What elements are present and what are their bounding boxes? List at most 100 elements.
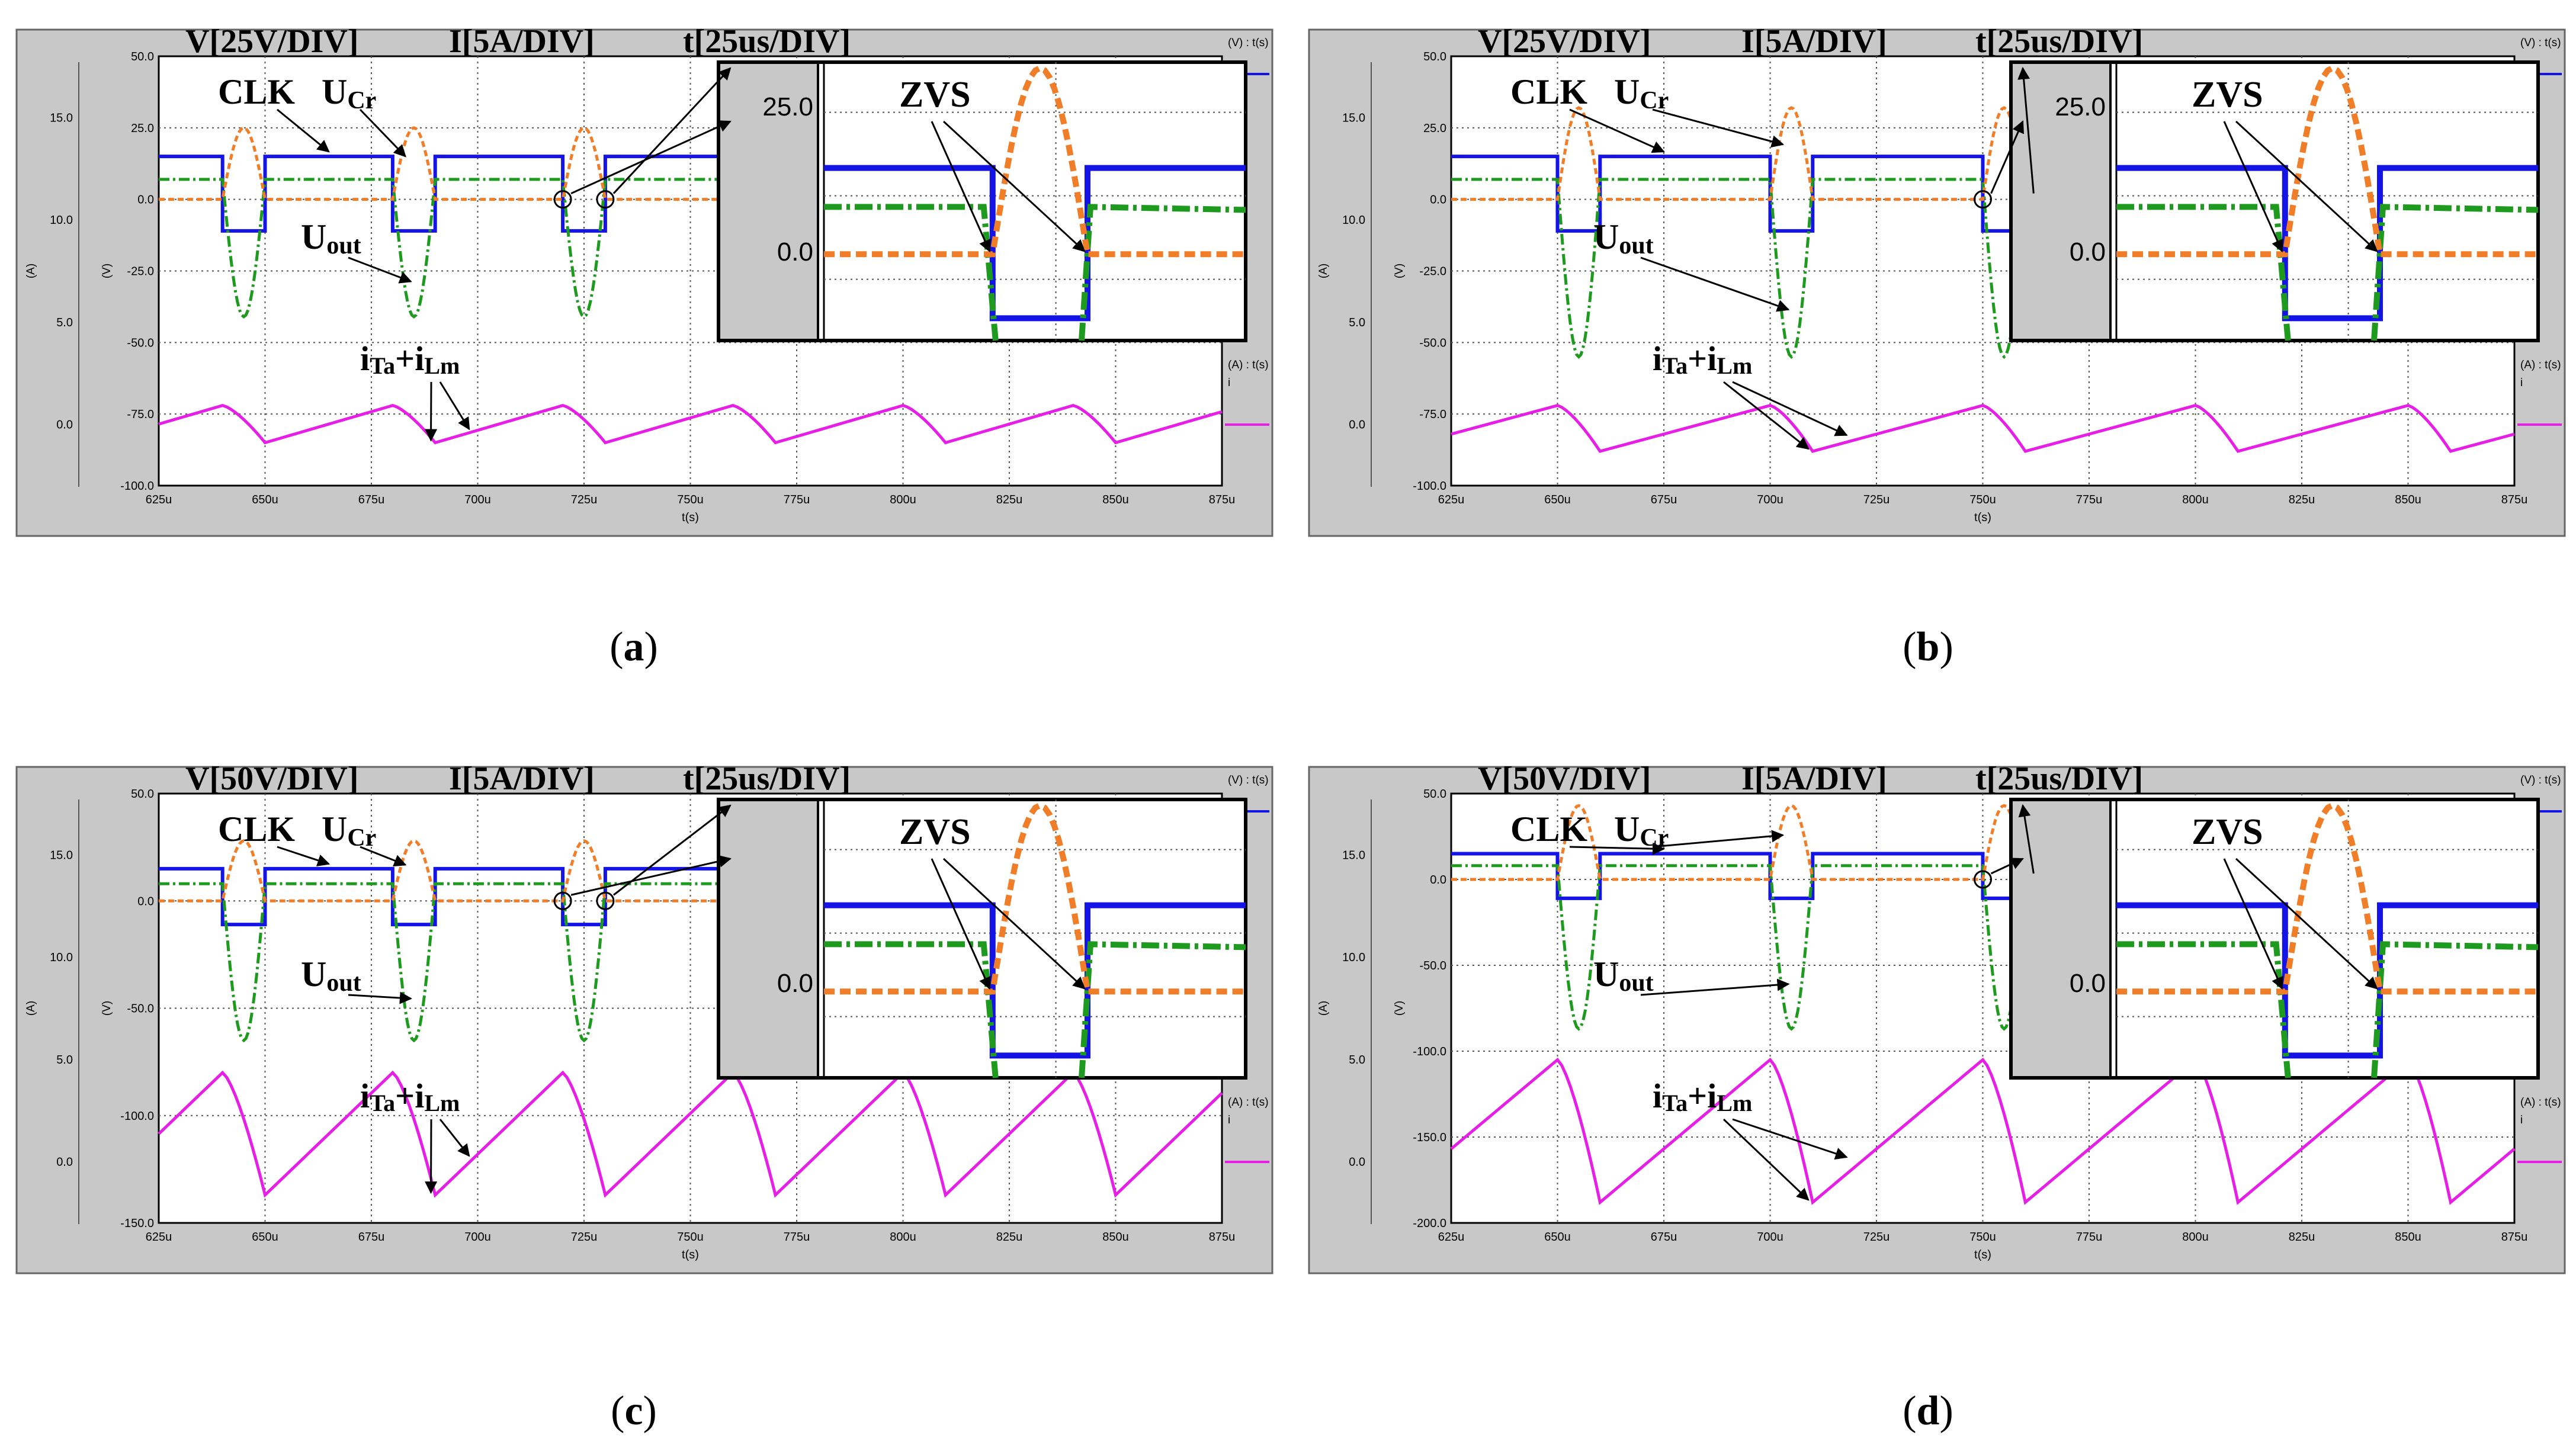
legend-current-name: i [2520,1114,2523,1126]
current-label-i1: i [1653,339,1662,378]
inset-pointer-arrow [612,804,732,896]
uout-label-main: U [301,217,326,256]
v-axis-label: (V) [101,264,113,278]
legend-voltage-label: (V) : t(s) [2520,774,2561,786]
zoom-axis-panel [720,64,818,339]
current-arrow [1723,381,1810,450]
inset-pointer-arrow [1990,120,2025,194]
current-label: iTa+iLm [1653,1077,1752,1116]
x-tick-label: 675u [358,493,385,506]
x-tick-label: 625u [1438,1231,1465,1244]
zvs-marker-circle [1974,190,1992,209]
ucr-label-main: U [1614,72,1640,111]
x-tick-label: 825u [996,493,1023,506]
current-label-plus: + [1688,339,1707,378]
current-label-i2: i [415,339,424,378]
x-tick-label: 750u [1969,1231,1996,1244]
zoom-tick-label: 25.0 [2055,92,2106,121]
x-tick-label: 850u [2395,1231,2421,1244]
current-label-i1: i [1653,1077,1662,1115]
ucr-label-main: U [322,72,347,111]
zvs-arrow [2223,121,2283,253]
caption-paren: ( [611,1388,624,1434]
x-tick-label: 750u [1969,493,1996,506]
inset-pointer-arrow [2017,66,2035,194]
x-axis-label: t(s) [1974,1248,1991,1261]
uout-label-main: U [1593,217,1619,256]
x-tick-label: 775u [784,493,810,506]
x-tick-label: 875u [1209,1231,1236,1244]
clk-arrow [277,846,331,866]
zoom-series-uout [824,204,1246,341]
x-tick-label: 650u [1544,493,1571,506]
i-tick-label: 5.0 [56,1054,73,1067]
i-tick-label: 0.0 [1349,1155,1365,1168]
x-tick-label: 625u [1438,493,1465,506]
v-tick-label: -50.0 [127,1003,154,1016]
current-label: iTa+iLm [360,339,460,379]
v-tick-label: 0.0 [137,194,154,207]
x-tick-label: 800u [890,1231,916,1244]
v-tick-label: 25.0 [1423,122,1446,135]
v-tick-label: -150.0 [1413,1131,1446,1144]
header-voltage-scale: V[50V/DIV] [1478,760,1651,797]
v-tick-label: -50.0 [127,336,154,349]
zoom-inset: 25.0 0.0 ZVS [2009,60,2540,342]
x-tick-label: 775u [2076,493,2103,506]
legend-voltage-label: (V) : t(s) [1228,774,1269,786]
x-axis-label: t(s) [1974,511,1991,524]
inset-pointer-arrow [612,67,732,194]
v-axis-label: (V) [1393,1001,1406,1016]
zvs-arrow [2235,120,2378,252]
legend-current-name: i [1228,1114,1230,1126]
caption-d: (d) [1903,1388,1953,1434]
zoom-axis-panel [2013,801,2110,1076]
current-label-i2: i [1707,339,1717,378]
i-tick-label: 10.0 [1342,214,1365,227]
i-axis-label: (A) [1317,264,1330,278]
clk-label: CLK [218,72,295,111]
x-tick-label: 700u [464,493,491,506]
zvs-arrow [2235,858,2378,990]
v-tick-label: -200.0 [1413,1217,1446,1230]
i-tick-label: 0.0 [56,418,73,431]
uout-label-sub: out [1619,969,1653,997]
zoom-series-uout [2116,204,2539,341]
v-tick-label: -25.0 [1419,265,1446,278]
i-tick-label: 15.0 [1342,849,1365,862]
zoom-tick-label: 0.0 [2070,237,2106,266]
v-tick-label: 0.0 [1430,194,1446,207]
v-tick-label: 0.0 [1430,874,1446,887]
zvs-marker-circle [596,891,615,910]
current-arrow [439,381,470,431]
caption-paren: ( [1903,1388,1916,1434]
current-label-i1: i [360,339,370,378]
zvs-arrow [2223,858,2283,990]
current-arrow [1732,1118,1848,1160]
i-tick-label: 15.0 [1342,112,1365,125]
ucr-label-sub: Cr [347,87,376,114]
i-tick-label: 10.0 [50,951,73,964]
x-tick-label: 625u [146,493,172,506]
legend-current-label: (A) : t(s) [2520,1096,2561,1109]
legend-current-name: i [1228,377,1230,389]
caption-letter: d [1917,1388,1940,1434]
caption-c: (c) [611,1388,657,1434]
ucr-label: UCr [322,72,376,114]
x-axis-label: t(s) [682,1248,699,1261]
zoom-inset: 25.0 0.0 ZVS [717,60,1247,342]
uout-label: Uout [301,955,361,997]
x-axis-label: t(s) [682,511,699,524]
uout-label-main: U [301,955,326,994]
x-tick-label: 875u [1209,493,1236,506]
header-current-scale: I[5A/DIV] [449,760,595,797]
x-tick-label: 800u [890,493,916,506]
zoom-tick-label: 0.0 [777,969,813,998]
x-tick-label: 825u [996,1231,1023,1244]
series-uout [1451,864,2514,1031]
zoom-series-clk [824,165,1246,322]
series-ucr [1451,804,2514,881]
caption-letter: b [1917,624,1940,670]
zoom-series-clk [2116,902,2538,1059]
current-label-i2: i [1707,1077,1717,1115]
